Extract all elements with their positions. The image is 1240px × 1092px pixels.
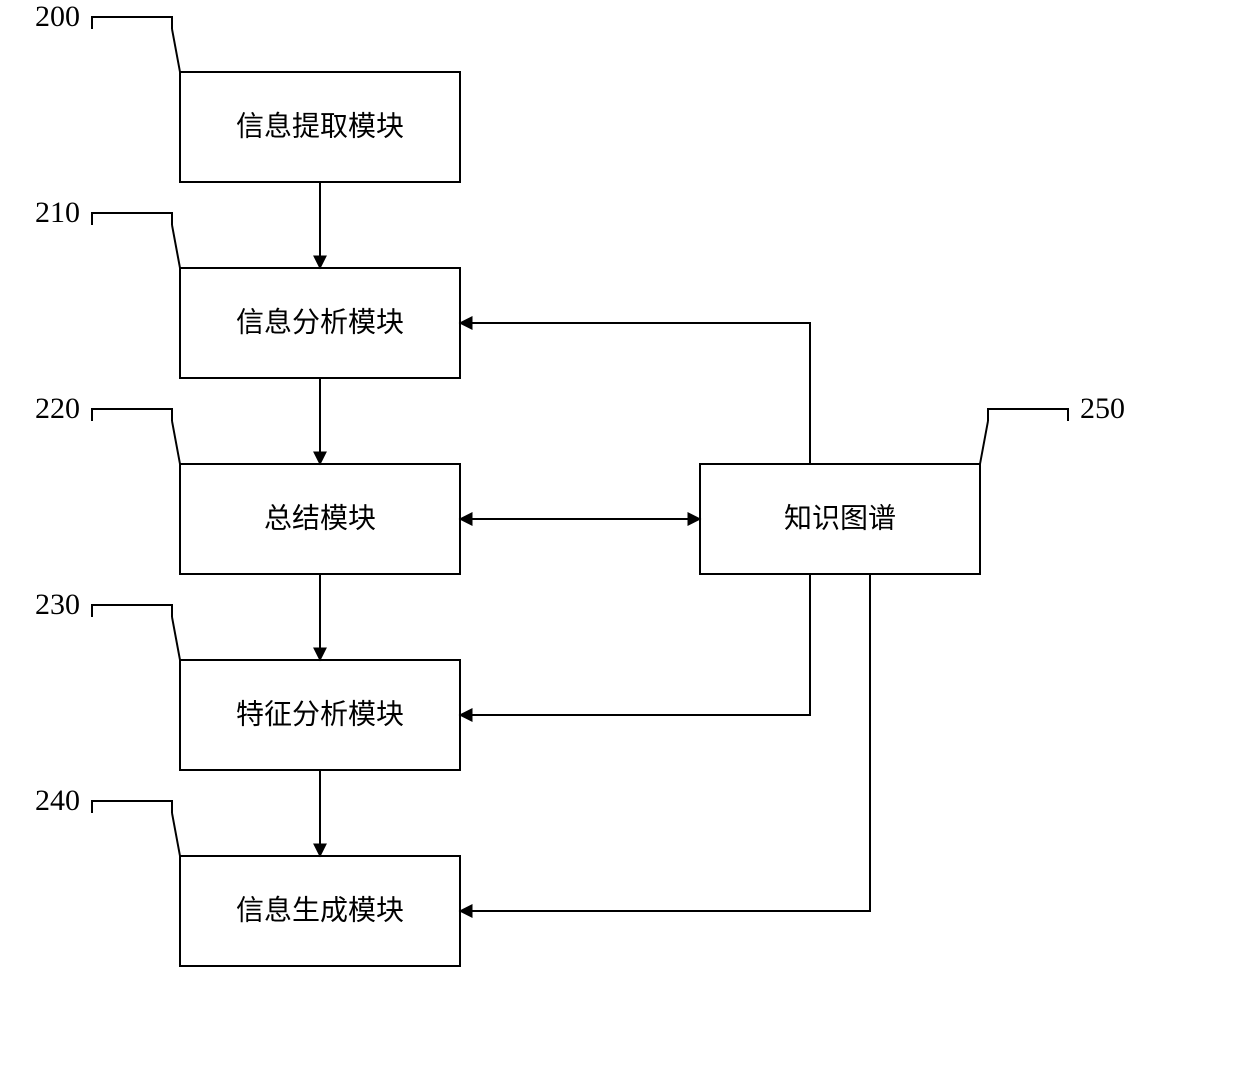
node-label: 信息分析模块 — [236, 306, 404, 338]
ref-bracket-210: 210 — [35, 196, 180, 268]
node-n200: 信息提取模块 — [180, 72, 460, 182]
node-label: 知识图谱 — [784, 502, 896, 534]
ref-bracket-240: 240 — [35, 784, 180, 856]
ref-bracket-250: 250 — [980, 392, 1125, 464]
node-label: 特征分析模块 — [236, 698, 404, 730]
ref-bracket-230: 230 — [35, 588, 180, 660]
node-n250: 知识图谱 — [700, 464, 980, 574]
ref-label: 250 — [1080, 392, 1125, 425]
edge-n250-n210 — [460, 323, 810, 464]
node-n210: 信息分析模块 — [180, 268, 460, 378]
ref-bracket-200: 200 — [35, 0, 180, 72]
node-label: 信息生成模块 — [236, 894, 404, 926]
node-label: 总结模块 — [264, 502, 376, 534]
ref-label: 230 — [35, 588, 80, 621]
ref-label: 210 — [35, 196, 80, 229]
ref-label: 200 — [35, 0, 80, 33]
edge-n250-n240 — [460, 574, 870, 911]
node-n220: 总结模块 — [180, 464, 460, 574]
ref-label: 240 — [35, 784, 80, 817]
flow-diagram: 信息提取模块 200 信息分析模块 210 总结模块 220 特征分析模块 230 信息生成模块… — [0, 0, 1240, 1092]
ref-bracket-220: 220 — [35, 392, 180, 464]
node-n230: 特征分析模块 — [180, 660, 460, 770]
edge-n250-n230 — [460, 574, 810, 715]
node-n240: 信息生成模块 — [180, 856, 460, 966]
node-label: 信息提取模块 — [236, 110, 404, 142]
ref-label: 220 — [35, 392, 80, 425]
